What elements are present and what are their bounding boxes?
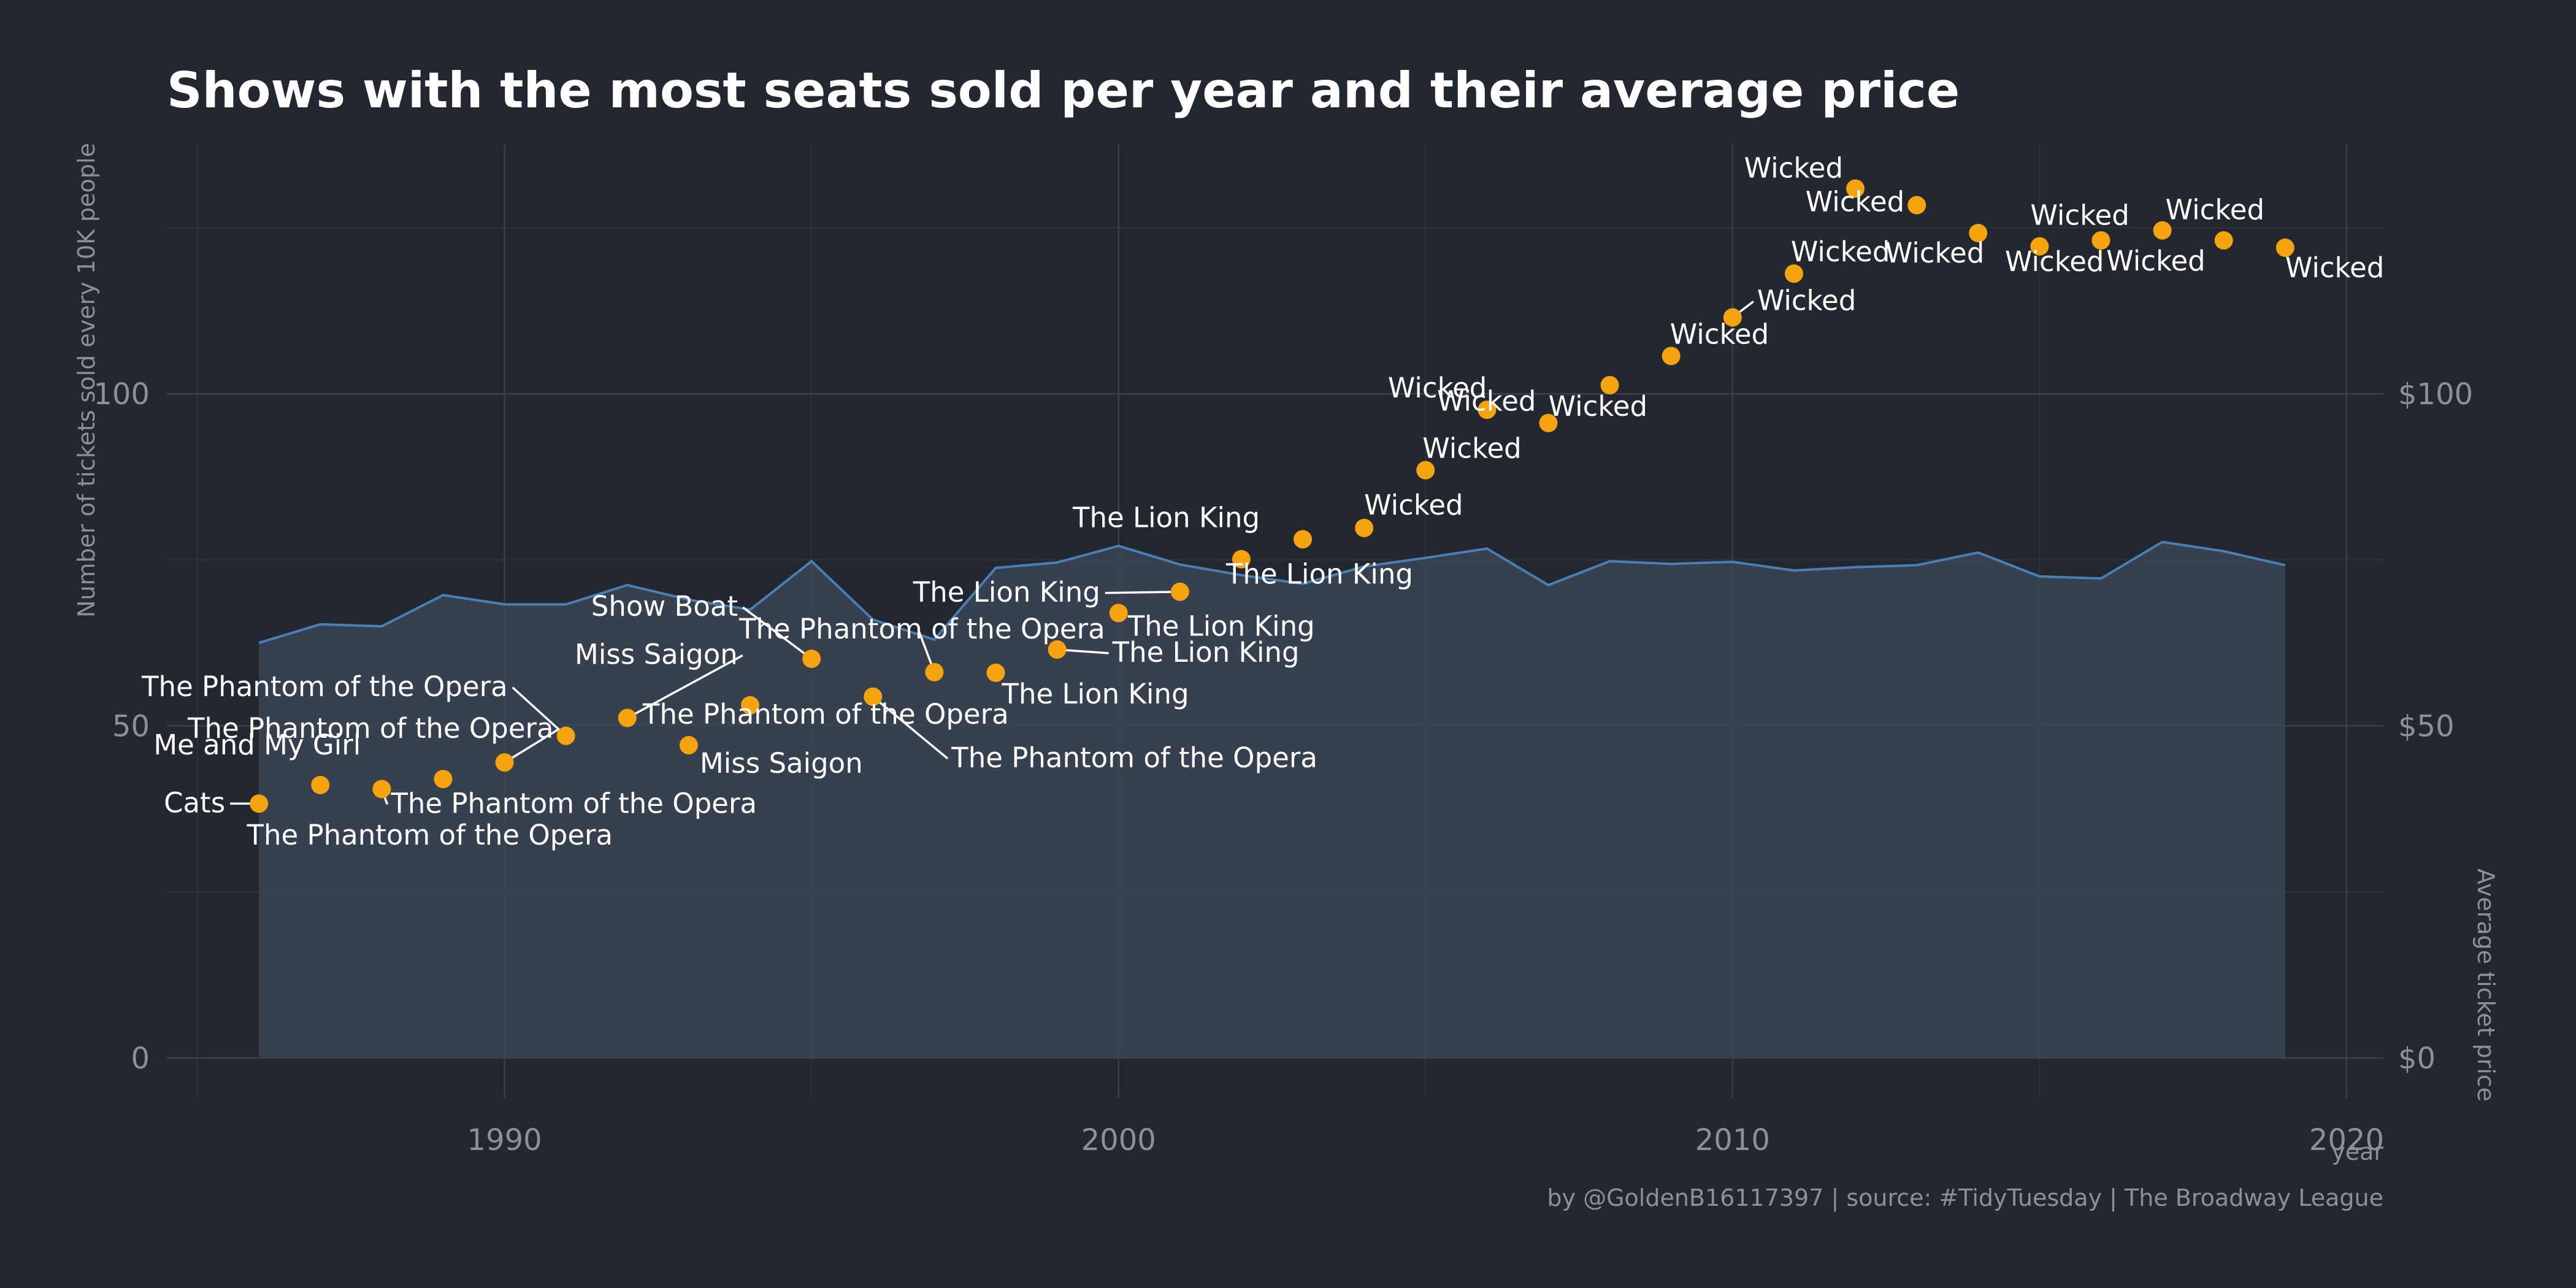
price-point (2153, 221, 2172, 240)
y-tick-label: 0 (131, 1041, 150, 1076)
point-label: The Lion King (1001, 678, 1189, 710)
chart-title: Shows with the most seats sold per year … (167, 62, 1960, 119)
label-leader (1105, 591, 1180, 594)
x-tick-label: 2010 (1695, 1123, 1770, 1157)
label-leader (504, 728, 559, 764)
price-point (2275, 238, 2294, 257)
price-point (1170, 582, 1189, 601)
price-point (250, 794, 269, 813)
price-point (1539, 413, 1558, 432)
price-point (864, 687, 883, 706)
point-label: The Phantom of the Opera (738, 613, 1105, 645)
price-point (1784, 264, 1803, 283)
point-label: Wicked (1806, 186, 1904, 218)
point-label: The Phantom of the Opera (390, 787, 757, 819)
point-label: The Lion King (913, 576, 1100, 608)
price-point (2030, 237, 2049, 256)
price-point (802, 650, 821, 669)
point-label: The Phantom of the Opera (642, 698, 1009, 730)
point-label: Wicked (2106, 245, 2205, 277)
price-point (741, 696, 760, 715)
price-point (679, 735, 698, 754)
x-tick-label: 2020 (2309, 1123, 2384, 1157)
point-label: The Phantom of the Opera (246, 819, 613, 851)
label-leader (872, 696, 949, 760)
point-label: Wicked (2285, 251, 2384, 284)
price-point (1109, 604, 1128, 623)
y2-tick-label: $0 (2398, 1041, 2436, 1076)
price-point (1416, 461, 1435, 480)
x-axis-label: year (2331, 1138, 2383, 1165)
point-label: Show Boat (591, 590, 738, 623)
point-label: Miss Saigon (700, 747, 863, 780)
point-label: Wicked (1437, 385, 1536, 418)
price-points (250, 179, 2294, 813)
x-tick-label: 1990 (467, 1123, 542, 1157)
point-label: Cats (164, 786, 225, 819)
y2-tick-label: $100 (2398, 377, 2473, 412)
price-point (1478, 401, 1497, 420)
point-label: The Lion King (1225, 558, 1413, 591)
label-leader (626, 654, 743, 719)
price-point (986, 663, 1005, 682)
point-label: The Phantom of the Opera (141, 670, 508, 703)
point-label: Wicked (2005, 245, 2104, 278)
price-point (1907, 196, 1926, 215)
point-label: The Phantom of the Opera (187, 712, 554, 745)
point-label: Miss Saigon (575, 638, 738, 671)
point-label: Wicked (1422, 432, 1521, 465)
price-point (1723, 308, 1742, 327)
point-label: Wicked (1549, 390, 1647, 423)
price-point (556, 726, 575, 745)
chart-caption: by @GoldenB16117397 | source: #TidyTuesd… (1547, 1184, 2383, 1212)
price-point (311, 775, 330, 794)
point-label: The Lion King (1072, 501, 1260, 534)
price-point (925, 662, 944, 681)
point-label: The Lion King (1127, 610, 1315, 642)
point-label: Wicked (1364, 489, 1463, 521)
price-point (1600, 376, 1619, 395)
price-point (1969, 224, 1988, 243)
point-label: Wicked (1791, 236, 1890, 268)
point-label: Wicked (1885, 237, 1984, 269)
label-leader-lines (230, 301, 1754, 805)
price-point (2214, 231, 2233, 250)
point-label: The Phantom of the Opera (951, 742, 1317, 774)
point-label: Wicked (2030, 199, 2129, 232)
price-point (2091, 231, 2110, 250)
area-fill (259, 542, 2285, 1059)
point-label: Me and My Girl (153, 729, 361, 761)
point-label: The Lion King (1112, 636, 1300, 669)
price-point (495, 753, 514, 772)
tick-labels: 1990 2000 2010 2020 0 $0 50 $50 100 $100 (93, 377, 2473, 1157)
price-point (1232, 550, 1251, 569)
tickets-area (258, 540, 2286, 1059)
point-label: Wicked (1757, 285, 1856, 317)
price-point (1662, 347, 1681, 366)
x-tick-label: 2000 (1081, 1123, 1156, 1157)
y-tick-label: 50 (112, 710, 150, 744)
price-point (1355, 518, 1374, 537)
point-label: Wicked (1670, 318, 1769, 350)
price-point (372, 780, 391, 799)
area-line (258, 540, 2286, 645)
label-leader (742, 606, 813, 660)
point-label: Wicked (1388, 372, 1487, 404)
y2-axis-label: Average ticket price (2472, 868, 2499, 1102)
point-label: Wicked (2166, 194, 2264, 226)
y2-tick-label: $50 (2398, 710, 2455, 744)
point-label: Wicked (1744, 151, 1843, 184)
price-point (434, 770, 453, 789)
price-point (1048, 640, 1067, 659)
label-leader (512, 686, 567, 737)
price-point (1846, 179, 1865, 198)
price-point (618, 708, 637, 727)
y-axis-label: Number of tickets sold every 10K people (73, 143, 100, 618)
price-point (1294, 530, 1313, 549)
y-tick-label: 100 (93, 377, 150, 412)
